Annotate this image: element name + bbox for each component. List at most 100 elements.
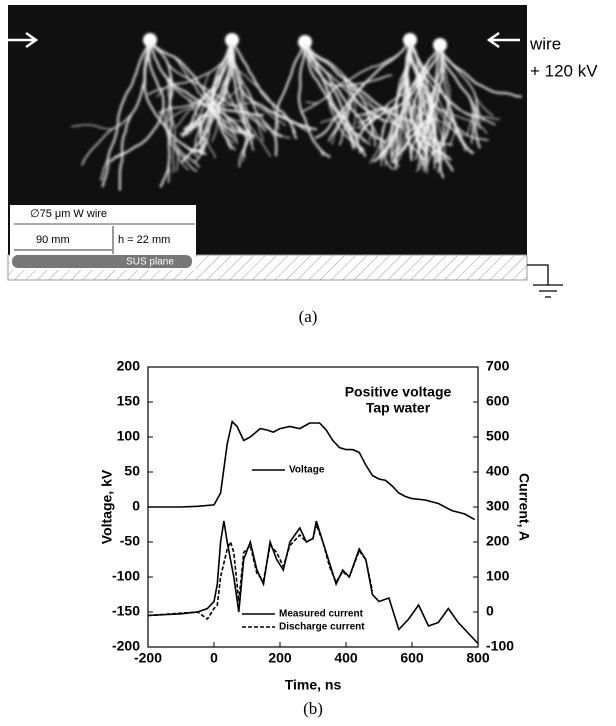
streamer xyxy=(437,68,449,164)
streamer xyxy=(338,99,353,146)
y2-tick-label: -100 xyxy=(486,638,514,654)
streamer xyxy=(211,106,219,142)
annotation: Positive voltage xyxy=(345,384,452,400)
x-tick-label: 800 xyxy=(466,650,490,666)
streamer xyxy=(415,44,443,143)
streamer xyxy=(148,39,256,137)
y-tick-label: 100 xyxy=(117,428,141,444)
streamer xyxy=(357,114,381,124)
y-tick-label: 0 xyxy=(132,498,140,514)
legend-label: Measured current xyxy=(279,609,364,620)
legend-label: Discharge current xyxy=(279,622,365,633)
streamer xyxy=(314,39,411,139)
streamer xyxy=(355,106,397,117)
streamer xyxy=(162,109,201,168)
streamer xyxy=(230,39,298,140)
ground-symbol xyxy=(527,264,563,298)
x-tick-label: 0 xyxy=(210,650,218,666)
series-line xyxy=(147,521,374,621)
series-line xyxy=(148,420,476,521)
streamer xyxy=(194,97,225,163)
wire-label: wire xyxy=(529,34,561,53)
arrow-left xyxy=(5,31,39,49)
streamer xyxy=(449,129,457,147)
streamer xyxy=(432,103,437,134)
streamer xyxy=(392,133,397,158)
streamer xyxy=(229,51,283,138)
streamer xyxy=(181,39,234,138)
y2-tick-label: 400 xyxy=(486,463,510,479)
streamer xyxy=(435,62,451,156)
x-tick-label: 600 xyxy=(400,650,424,666)
streamer xyxy=(381,101,409,149)
streamer xyxy=(438,44,522,98)
streamer xyxy=(332,110,350,137)
y-tick-label: -150 xyxy=(112,603,140,619)
streamer xyxy=(394,39,413,170)
x-tick-label: 200 xyxy=(268,650,292,666)
y-tick-label: 50 xyxy=(124,463,140,479)
streamer xyxy=(101,39,152,188)
streamer xyxy=(343,78,402,127)
streamer xyxy=(468,96,475,144)
streamer xyxy=(303,41,356,150)
y2-axis-label: Current, A xyxy=(516,473,532,541)
streamer xyxy=(209,104,237,138)
streamer xyxy=(81,113,132,166)
streamer xyxy=(430,44,454,172)
y-tick-label: -100 xyxy=(112,568,140,584)
streamer xyxy=(251,100,287,127)
y-tick-label: 150 xyxy=(117,393,141,409)
y2-tick-label: 200 xyxy=(486,533,510,549)
inset-text: h = 22 mm xyxy=(118,234,170,246)
caption: (b) xyxy=(303,699,323,718)
streamer xyxy=(147,51,232,96)
y2-tick-label: 600 xyxy=(486,393,510,409)
streamer xyxy=(149,39,264,117)
y2-tick-label: 0 xyxy=(486,603,494,619)
streamer xyxy=(71,124,113,130)
y-tick-label: 200 xyxy=(117,358,141,374)
streamer xyxy=(186,57,231,136)
x-axis-label: Time, ns xyxy=(285,677,342,693)
y2-tick-label: 300 xyxy=(486,498,510,514)
streamer xyxy=(438,44,482,149)
streamer xyxy=(465,113,475,137)
inset-plane xyxy=(12,255,192,268)
streamer xyxy=(301,53,400,113)
y-tick-label: -200 xyxy=(112,638,140,654)
streamer xyxy=(274,41,306,157)
streamer xyxy=(166,77,176,173)
y2-tick-label: 500 xyxy=(486,428,510,444)
caption: (a) xyxy=(299,307,318,326)
inset-text: SUS plane xyxy=(126,257,174,268)
streamer xyxy=(297,41,331,159)
streamer xyxy=(175,149,189,171)
streamer xyxy=(236,68,254,145)
streamer xyxy=(241,104,291,139)
photo: ∅75 μm W wire 90 mm h = 22 mm SUS plane xyxy=(5,5,563,298)
streamer xyxy=(358,44,442,137)
streamer xyxy=(452,117,467,152)
streamer xyxy=(436,91,446,157)
arrow-right xyxy=(486,31,520,49)
streamer xyxy=(348,81,356,147)
inset-text: 90 mm xyxy=(36,234,70,246)
y-tick-label: -50 xyxy=(120,533,140,549)
streamers xyxy=(71,33,522,191)
streamer xyxy=(423,97,434,139)
streamer xyxy=(149,39,173,188)
voltage-label: + 120 kV xyxy=(530,61,598,80)
streamer xyxy=(320,114,344,124)
streamer xyxy=(180,39,235,164)
x-tick-label: 400 xyxy=(334,650,358,666)
streamer xyxy=(118,39,152,191)
streamer xyxy=(356,64,428,130)
inset-text: ∅75 μm W wire xyxy=(30,208,107,220)
streamer xyxy=(238,86,251,168)
x-tick-label: -200 xyxy=(134,650,162,666)
annotation: Tap water xyxy=(366,400,431,416)
streamer xyxy=(303,41,387,144)
streamer xyxy=(100,157,109,181)
